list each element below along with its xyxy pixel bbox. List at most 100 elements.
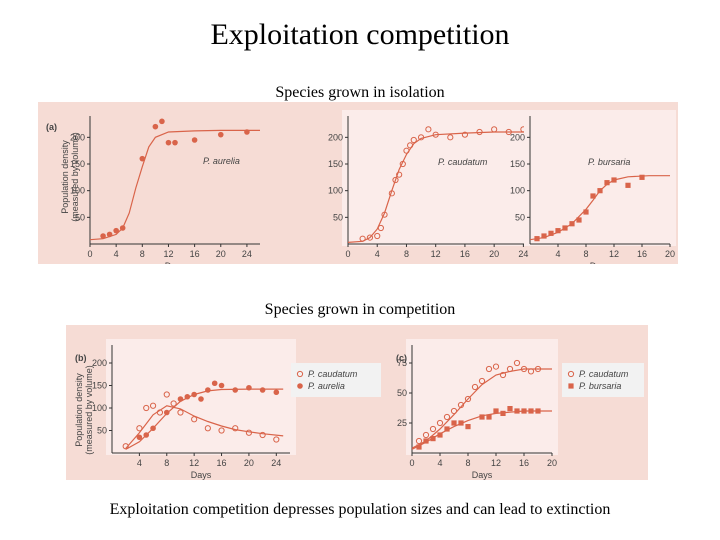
legend-entry-c-1: P. bursaria	[579, 381, 621, 391]
point-a1-paurelia-3	[119, 225, 126, 231]
point-b-pcaudatum-8	[191, 416, 198, 423]
x-tick-label-a2-2: 8	[404, 249, 409, 259]
x-tick-label-a2-0: 0	[345, 249, 350, 259]
point-b-paurelia-9	[211, 380, 218, 387]
point-a2-pcaudatum-8	[399, 160, 406, 168]
point-legend-b-0	[296, 370, 304, 378]
x-tick-label-a1-2: 8	[140, 249, 145, 259]
point-c-pcaudatum-1	[422, 431, 430, 439]
x-tick-label-a3-0: 4	[555, 249, 560, 259]
y-axis-label-a1: Population density	[60, 140, 70, 214]
y-tick-label-b-3: 200	[92, 358, 107, 368]
point-b-paurelia-7	[198, 396, 204, 402]
point-a3-pbursaria-10	[604, 180, 610, 186]
competition-subtitle: Species grown in competition	[264, 301, 456, 318]
y-tick-label-a1-1: 100	[70, 186, 85, 196]
species-annotation-a1: P. aurelia	[203, 156, 240, 166]
x-tick-label-a2-3: 12	[431, 249, 441, 259]
point-a2-pcaudatum-6	[392, 176, 399, 184]
point-a3-pbursaria-6	[576, 217, 582, 223]
point-b-pcaudatum-9	[204, 425, 211, 432]
x-tick-label-a2-5: 20	[489, 249, 499, 259]
panel-label-a1: (a)	[46, 122, 57, 132]
point-a1-paurelia-0	[100, 233, 106, 239]
point-a3-pbursaria-2	[548, 230, 554, 236]
point-c-pbursaria-10	[493, 408, 499, 414]
y-tick-label-a1-2: 150	[70, 159, 85, 169]
point-b-paurelia-13	[259, 387, 266, 393]
point-legend-b-1	[297, 383, 303, 389]
point-c-pcaudatum-12	[499, 371, 507, 379]
point-b-pcaudatum-4	[156, 409, 164, 416]
point-a2-pcaudatum-1	[366, 234, 374, 241]
point-b-paurelia-14	[273, 389, 280, 396]
x-tick-label-a1-5: 20	[216, 249, 226, 259]
x-tick-label-c-0: 0	[409, 458, 414, 468]
x-axis-label-a1: Days	[165, 261, 186, 264]
chart-c: 0 4 8 12 16 20 25 50 75 Days (c) P. caudatum P. burs…	[396, 339, 644, 480]
y-axis-label-2-a1: (measured by volume)	[70, 132, 80, 222]
point-a2-pcaudatum-13	[425, 126, 432, 133]
point-a3-pbursaria-8	[590, 193, 596, 199]
x-axis-label-c: Days	[472, 470, 493, 480]
point-a1-paurelia-1	[106, 231, 113, 238]
y-tick-label-a1-3: 200	[70, 132, 85, 142]
point-c-pbursaria-11	[500, 410, 506, 416]
point-b-pcaudatum-11	[232, 425, 239, 432]
point-c-pcaudatum-0	[415, 437, 423, 445]
y-tick-label-a2-1: 100	[328, 186, 343, 196]
point-a3-pbursaria-3	[555, 228, 561, 234]
point-b-paurelia-3	[163, 409, 170, 416]
fit-curve-c-pcaudatum	[411, 368, 552, 449]
point-c-pbursaria-3	[437, 432, 443, 438]
point-b-pcaudatum-12	[245, 429, 253, 436]
point-c-pcaudatum-10	[485, 365, 493, 373]
point-a1-paurelia-7	[165, 139, 172, 146]
panel-label-b: (b)	[75, 353, 87, 363]
y-tick-label-b-1: 100	[92, 403, 107, 413]
x-axis-label-b: Days	[191, 470, 212, 480]
y-tick-label-c-0: 25	[397, 418, 407, 428]
point-b-pcaudatum-7	[177, 409, 184, 416]
point-a1-paurelia-11	[244, 129, 250, 135]
plot-background-a2	[342, 110, 544, 246]
point-c-pbursaria-6	[458, 420, 464, 426]
point-b-paurelia-10	[218, 382, 225, 389]
point-b-paurelia-4	[177, 396, 184, 402]
point-a2-pcaudatum-18	[491, 126, 498, 133]
point-c-pcaudatum-6	[457, 401, 465, 409]
y-tick-label-a3-3: 200	[510, 132, 525, 142]
point-c-pcaudatum-14	[513, 359, 521, 367]
point-c-pcaudatum-15	[520, 365, 528, 373]
point-c-pcaudatum-2	[429, 425, 437, 433]
y-axis-label-2-b: (measured by volume)	[84, 365, 94, 455]
point-b-pcaudatum-1	[136, 425, 143, 432]
point-b-pcaudatum-5	[163, 391, 170, 398]
y-axis-label-b: Population density	[74, 373, 84, 447]
chart-b: 4 8 12 16 20 24 50 100 150 200 Days Population dens…	[74, 339, 381, 480]
point-a3-pbursaria-5	[569, 221, 575, 227]
panel-label-c: (c)	[396, 353, 407, 363]
point-c-pcaudatum-13	[506, 365, 514, 373]
legend-entry-b-1: P. aurelia	[308, 381, 345, 391]
y-tick-label-a2-0: 50	[333, 212, 343, 222]
x-tick-label-c-4: 16	[519, 458, 529, 468]
point-c-pbursaria-9	[486, 414, 492, 420]
point-a2-pcaudatum-12	[417, 134, 425, 141]
point-a2-pcaudatum-17	[476, 128, 483, 136]
point-c-pcaudatum-5	[450, 407, 458, 415]
point-c-pcaudatum-7	[464, 395, 472, 403]
point-b-pcaudatum-3	[149, 402, 157, 409]
x-tick-label-b-3: 16	[217, 458, 227, 468]
point-a3-pbursaria-4	[562, 225, 568, 231]
chart-a3: 4 8 12 16 20 50 100 150 200 Days P. bursaria	[510, 110, 676, 264]
point-a3-pbursaria-13	[639, 174, 645, 180]
x-tick-label-b-0: 4	[137, 458, 142, 468]
point-a1-paurelia-10	[217, 131, 224, 138]
page-title: Exploitation competition	[210, 18, 510, 51]
point-c-pbursaria-5	[451, 420, 457, 426]
point-b-paurelia-11	[232, 387, 239, 393]
point-c-pbursaria-15	[528, 408, 534, 414]
point-a2-pcaudatum-10	[407, 142, 414, 149]
